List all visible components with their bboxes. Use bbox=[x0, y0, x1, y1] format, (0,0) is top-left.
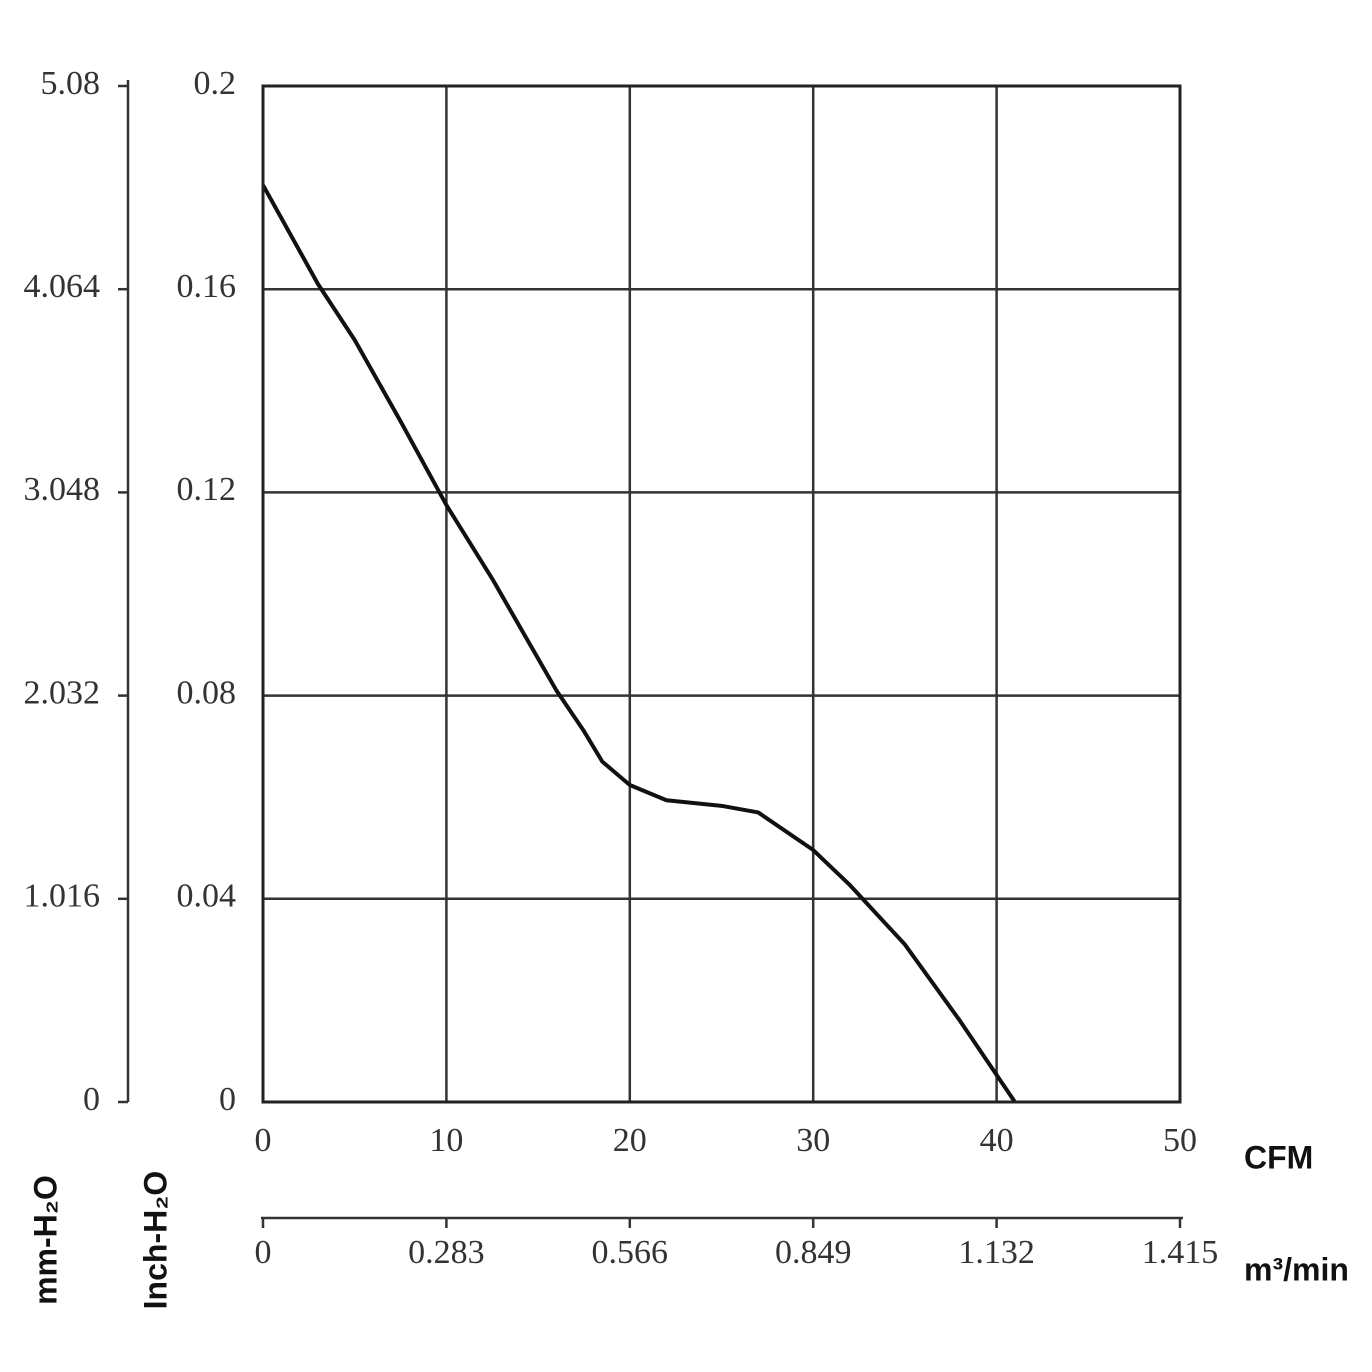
y2-tick-label: 5.08 bbox=[41, 65, 101, 102]
y-axis-label: Inch-H₂O bbox=[137, 1171, 173, 1310]
y-tick-label: 0.12 bbox=[177, 471, 237, 508]
y2-tick-label: 2.032 bbox=[24, 674, 101, 711]
x2-tick-label: 0 bbox=[255, 1234, 272, 1271]
x2-tick-label: 0.849 bbox=[775, 1234, 852, 1271]
y-tick-label: 0.08 bbox=[177, 674, 237, 711]
y-tick-label: 0.16 bbox=[177, 268, 237, 305]
x-axis-label: CFM bbox=[1244, 1139, 1313, 1175]
y2-axis-label: mm-H₂O bbox=[27, 1175, 63, 1305]
y-tick-label: 0.04 bbox=[177, 878, 237, 915]
y2-tick-label: 0 bbox=[83, 1081, 100, 1118]
x-tick-label: 40 bbox=[980, 1122, 1014, 1159]
y2-tick-label: 4.064 bbox=[24, 268, 101, 305]
x-tick-label: 20 bbox=[613, 1122, 647, 1159]
x2-tick-label: 0.283 bbox=[408, 1234, 485, 1271]
y-tick-label: 0.2 bbox=[194, 65, 237, 102]
x-tick-label: 0 bbox=[255, 1122, 272, 1159]
x2-tick-label: 0.566 bbox=[592, 1234, 669, 1271]
y2-tick-label: 3.048 bbox=[24, 471, 101, 508]
data-line bbox=[261, 184, 1017, 1104]
x2-tick-label: 1.415 bbox=[1142, 1234, 1219, 1271]
x-tick-label: 10 bbox=[429, 1122, 463, 1159]
y2-tick-label: 1.016 bbox=[24, 878, 101, 915]
x-tick-label: 30 bbox=[796, 1122, 830, 1159]
y-tick-label: 0 bbox=[219, 1081, 236, 1118]
x2-tick-label: 1.132 bbox=[958, 1234, 1035, 1271]
x2-axis-label: m³/min bbox=[1244, 1251, 1349, 1287]
plot-frame bbox=[261, 84, 1182, 1104]
x-tick-label: 50 bbox=[1163, 1122, 1197, 1159]
